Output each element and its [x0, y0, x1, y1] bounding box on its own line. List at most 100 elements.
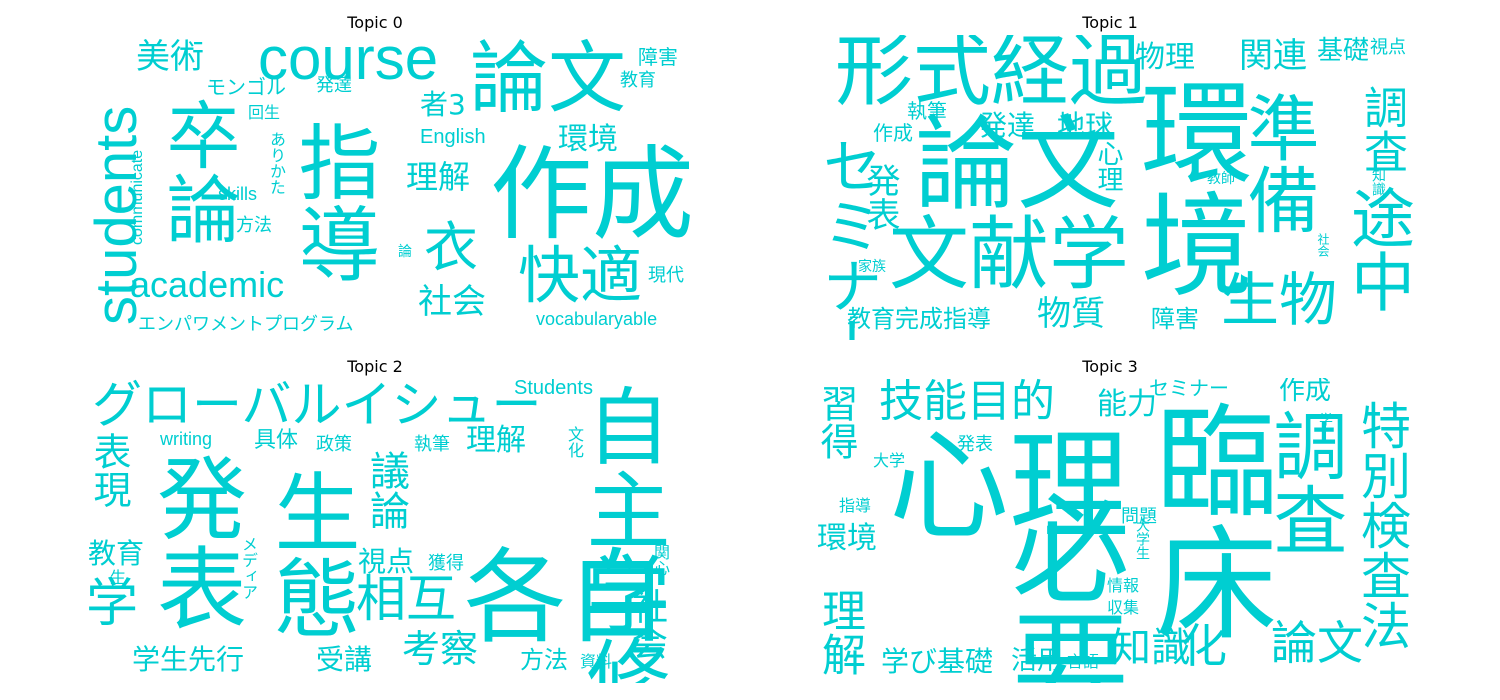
cloud-word: course	[258, 35, 439, 92]
cloud-word: 準備	[1235, 91, 1319, 235]
cloud-word: 発達	[979, 109, 1036, 142]
cloud-word: 論文	[470, 35, 627, 124]
cloud-word: モンゴル	[206, 75, 286, 99]
cloud-word: 相互	[356, 570, 456, 628]
cloud-word: 物質	[1037, 294, 1105, 334]
cloud-word: 基礎	[1317, 36, 1370, 66]
cloud-word: 障害	[638, 45, 678, 69]
cloud-word: 方法	[520, 646, 568, 674]
word-cloud-topic-2: 自主学修 各自 発表 生態 グローバルイシュー 相互 議論 表現 考察 学生先行…	[80, 378, 690, 683]
cloud-word: academic	[130, 264, 285, 305]
cloud-word: 発表	[860, 163, 900, 231]
cloud-word: 社会	[626, 588, 667, 660]
cloud-word: 執筆	[414, 434, 450, 455]
cloud-word: 能力	[1097, 387, 1157, 422]
cloud-word: 物理	[1135, 40, 1195, 75]
cloud-word: セミナー	[1149, 378, 1229, 400]
cloud-word: 理解	[466, 423, 526, 458]
cloud-word: 現代	[648, 265, 684, 286]
cloud-word: セミナー	[815, 135, 882, 340]
cloud-word: 環境	[1122, 75, 1252, 299]
cloud-word: 執筆	[907, 99, 947, 123]
cloud-word: 形式経過	[835, 35, 1148, 117]
cloud-word: 技能目的	[879, 378, 1055, 427]
cloud-word: 習得	[815, 384, 858, 460]
cloud-word: 学生先行	[132, 643, 245, 676]
cloud-word: 生態	[259, 468, 359, 640]
cloud-word: 方法	[236, 215, 272, 236]
cloud-word: 発表	[957, 434, 993, 455]
word-cloud-topic-1: 環境 論文 形式経過 文献学 準備 セミナー 途中 調査 生物 物質 発表 関連…	[815, 35, 1425, 340]
cloud-word: 考察	[402, 627, 479, 671]
cloud-word: 特別検査法	[1353, 400, 1411, 650]
cloud-word: ありかた	[267, 131, 286, 195]
cloud-word: 快適	[518, 239, 643, 312]
cloud-word: 調査	[1356, 85, 1407, 173]
cloud-word: 途中	[1340, 185, 1414, 313]
cloud-word: 獲得	[428, 553, 464, 574]
cloud-word: 教育	[88, 537, 145, 570]
cloud-word: 受講	[316, 643, 373, 676]
cloud-word: 衣	[424, 216, 478, 279]
cloud-word: 生物	[1221, 266, 1338, 334]
cloud-word: Students	[514, 378, 593, 399]
cloud-word: 文化	[565, 426, 584, 458]
cloud-word: 臨床	[1135, 398, 1277, 642]
cloud-word: 視点	[1370, 37, 1406, 58]
cloud-word: 各自	[464, 539, 668, 658]
cloud-word: 表現	[87, 432, 131, 508]
cloud-word: 関心	[651, 544, 670, 576]
cloud-word: 問題	[1121, 506, 1157, 527]
cloud-word: 生	[110, 568, 127, 587]
cloud-word: 教育	[620, 70, 656, 91]
cloud-word: 者3	[420, 88, 466, 121]
cloud-word: 関連	[1239, 36, 1307, 76]
cloud-word: 学	[86, 574, 139, 634]
topic-title: Topic 1	[1082, 13, 1138, 32]
cloud-word: 言語	[1067, 652, 1100, 671]
cloud-word: 大学生	[1134, 518, 1150, 560]
topic-title: Topic 3	[1082, 357, 1138, 376]
cloud-word: 理解	[815, 588, 865, 676]
cloud-word: 社会	[1316, 233, 1330, 257]
cloud-word: 環境	[817, 521, 877, 556]
word-cloud-topic-3: 必要 心理 臨床 調査 特別検査法 技能目的 能力 習得 環境 理解 論文 化 …	[815, 378, 1425, 683]
cloud-word: 政策	[316, 434, 352, 455]
cloud-word: 卒論	[154, 97, 240, 245]
cloud-word: 発達	[316, 75, 352, 96]
cloud-word: 論文	[1271, 616, 1363, 670]
cloud-word: 知識	[1111, 625, 1191, 671]
cloud-word: 作成	[873, 121, 913, 145]
cloud-word: 活用	[1011, 646, 1064, 676]
cloud-word: 学	[1319, 413, 1333, 429]
cloud-word: 必要	[991, 488, 1129, 683]
cloud-word: 学び基礎	[881, 645, 994, 678]
word-cloud-topic-0: 作成 指導 論文 course 卒論 students 快適 academic …	[80, 35, 690, 340]
cloud-word: writing	[160, 429, 213, 449]
cloud-word: 知識	[1370, 168, 1386, 196]
cloud-word: English	[420, 126, 486, 148]
cloud-word: 障害	[1151, 305, 1199, 333]
cloud-word: communicate	[129, 149, 146, 245]
cloud-word: 回生	[248, 103, 281, 122]
cloud-word: vocabularyable	[536, 309, 658, 329]
cloud-word: 理解	[406, 158, 471, 196]
cloud-word: 収集	[1107, 598, 1140, 617]
cloud-word: 論	[398, 244, 412, 260]
cloud-word: 美術	[136, 37, 204, 77]
cloud-word: 心理	[889, 418, 1129, 557]
cloud-word: 調査	[1261, 408, 1347, 556]
cloud-word: メディア	[239, 536, 258, 600]
cloud-word: 作成	[1279, 378, 1332, 406]
cloud-word: 教師	[1207, 171, 1235, 187]
cloud-word: グローバルイシュー	[92, 378, 542, 434]
cloud-word: 作成	[490, 136, 690, 255]
cloud-word: 文献学	[889, 208, 1129, 301]
topic-title: Topic 0	[347, 13, 403, 32]
cloud-word: 具体	[254, 428, 299, 453]
cloud-word: エンパワメントプログラム	[138, 314, 354, 335]
cloud-word: skills	[218, 184, 257, 204]
cloud-word: 地球	[1057, 109, 1114, 142]
cloud-word: 社会	[418, 282, 486, 322]
cloud-word: 視点	[358, 545, 415, 578]
